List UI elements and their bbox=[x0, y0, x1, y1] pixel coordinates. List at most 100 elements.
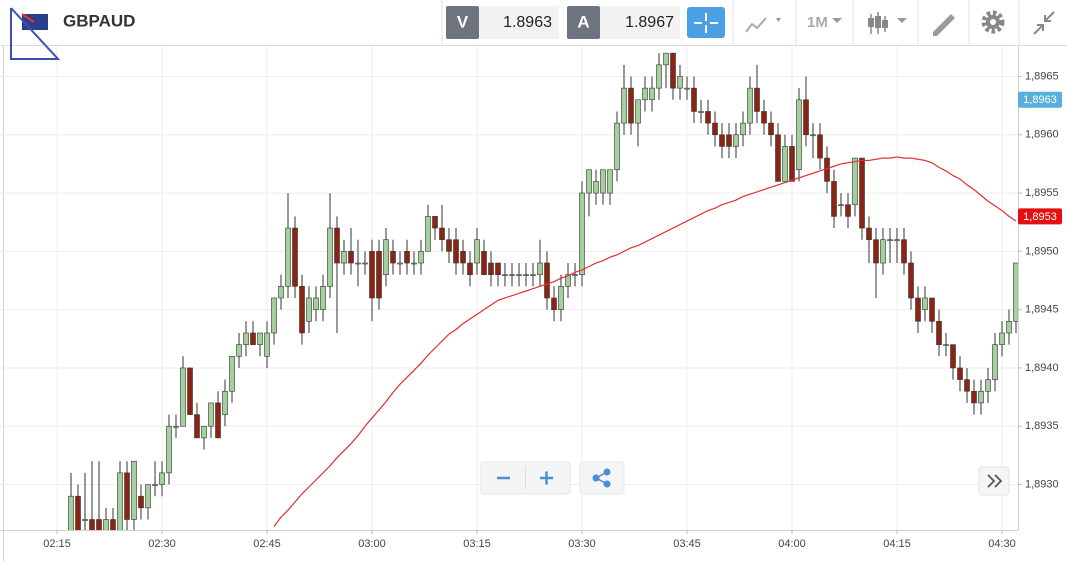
candle-body bbox=[621, 87, 627, 124]
candle-body bbox=[131, 460, 137, 520]
crosshair-button[interactable] bbox=[687, 7, 725, 38]
candle-body bbox=[222, 390, 228, 415]
candle-body bbox=[943, 344, 949, 346]
ask-label-box[interactable] bbox=[567, 6, 600, 39]
candle-body bbox=[110, 519, 116, 530]
zoom-in-button[interactable] bbox=[540, 471, 553, 485]
candle-body bbox=[600, 169, 606, 194]
candle-body bbox=[124, 472, 130, 520]
candle-body bbox=[474, 239, 480, 264]
chart-type-button[interactable] bbox=[868, 12, 907, 34]
candle-body bbox=[908, 262, 914, 299]
candle-body bbox=[250, 332, 256, 345]
candle-body bbox=[929, 297, 935, 322]
bid-label-box[interactable] bbox=[446, 6, 479, 39]
candle-body bbox=[320, 286, 326, 310]
candle-body bbox=[103, 519, 109, 530]
scroll-end-button[interactable] bbox=[987, 474, 1003, 488]
candle-icon-body bbox=[875, 16, 881, 28]
candle-body bbox=[285, 227, 291, 287]
x-tick-label: 03:30 bbox=[568, 538, 596, 550]
moving-average-line bbox=[273, 156, 1017, 527]
candle-body bbox=[754, 87, 760, 112]
candle-body bbox=[201, 425, 207, 439]
candle-body bbox=[831, 181, 837, 217]
settings-button[interactable] bbox=[981, 10, 1005, 34]
candle-body bbox=[768, 122, 774, 136]
x-tick-label: 02:15 bbox=[43, 538, 71, 550]
candle-body bbox=[257, 332, 263, 345]
candle-body bbox=[236, 344, 242, 357]
timeframe-button[interactable]: 1M bbox=[807, 14, 842, 31]
candle-body bbox=[306, 297, 312, 322]
candle-body bbox=[565, 274, 571, 287]
candle-body bbox=[677, 76, 683, 89]
candle-body bbox=[726, 134, 732, 147]
candle-body bbox=[180, 367, 186, 427]
candle-body bbox=[747, 87, 753, 124]
y-tick-label: 1,8930 bbox=[1025, 478, 1059, 490]
candle-body bbox=[614, 122, 620, 171]
candle-icon-body bbox=[868, 18, 874, 27]
candle-body bbox=[915, 297, 921, 322]
candle-body bbox=[460, 251, 466, 264]
plot-area: 1,8930 1,8935 1,8940 1,8945 1,8950 1,8955 1,89… bbox=[0, 45, 1062, 561]
candle-body bbox=[327, 227, 333, 287]
candle-body bbox=[1006, 321, 1012, 334]
draw-tool-button[interactable] bbox=[933, 14, 955, 36]
crosshair-bg bbox=[687, 7, 725, 38]
flag-icon[interactable] bbox=[10, 7, 61, 60]
price-marker-label: 1,8953 bbox=[1023, 211, 1057, 223]
candle-body bbox=[495, 262, 501, 275]
candle-body bbox=[453, 239, 459, 264]
x-tick-label: 04:00 bbox=[778, 538, 806, 550]
candle-body bbox=[894, 239, 900, 241]
candle-body bbox=[425, 216, 431, 252]
share-dot bbox=[603, 468, 611, 476]
candle-body bbox=[292, 227, 298, 287]
gear-teeth bbox=[981, 10, 1005, 34]
candle-body bbox=[383, 239, 389, 275]
candle-body bbox=[558, 286, 564, 310]
candle-body bbox=[740, 122, 746, 136]
candle-body bbox=[523, 274, 529, 276]
candle-body bbox=[166, 425, 172, 474]
candle-body bbox=[733, 134, 739, 147]
candle-body bbox=[985, 379, 991, 392]
candle-body bbox=[838, 204, 844, 207]
candle-body bbox=[782, 146, 788, 182]
candle-body bbox=[852, 157, 858, 206]
candle-body bbox=[544, 262, 550, 299]
y-tick-label: 1,8955 bbox=[1025, 187, 1059, 199]
collapse-button[interactable] bbox=[1033, 11, 1055, 35]
bid-box bbox=[479, 6, 559, 39]
candle-body bbox=[796, 99, 802, 171]
candle-body bbox=[999, 332, 1005, 345]
candle-body bbox=[530, 274, 536, 276]
candle-body bbox=[348, 251, 354, 264]
price-marker bbox=[1018, 91, 1062, 108]
candle-body bbox=[957, 367, 963, 380]
indicator-button[interactable] bbox=[745, 17, 781, 33]
ask-box bbox=[600, 6, 680, 39]
candle-body bbox=[194, 414, 200, 439]
x-tick-label: 04:15 bbox=[883, 538, 911, 550]
candle-body bbox=[173, 425, 179, 428]
share-button[interactable] bbox=[592, 468, 611, 488]
candle-body bbox=[418, 251, 424, 264]
y-tick-label: 1,8965 bbox=[1025, 70, 1059, 82]
candle-body bbox=[313, 297, 319, 310]
candle-body bbox=[978, 390, 984, 404]
ask-label: A bbox=[577, 12, 589, 31]
candle-body bbox=[922, 297, 928, 310]
candle-body bbox=[208, 402, 214, 427]
candle-body bbox=[803, 99, 809, 136]
crosshair-icon bbox=[694, 13, 718, 33]
ask-price: 1.8967 bbox=[625, 14, 674, 31]
candle-body bbox=[390, 251, 396, 264]
candle-body bbox=[698, 111, 704, 113]
share-dot bbox=[603, 480, 611, 488]
price-marker-label: 1,8963 bbox=[1023, 94, 1057, 106]
candle-body bbox=[397, 262, 403, 265]
